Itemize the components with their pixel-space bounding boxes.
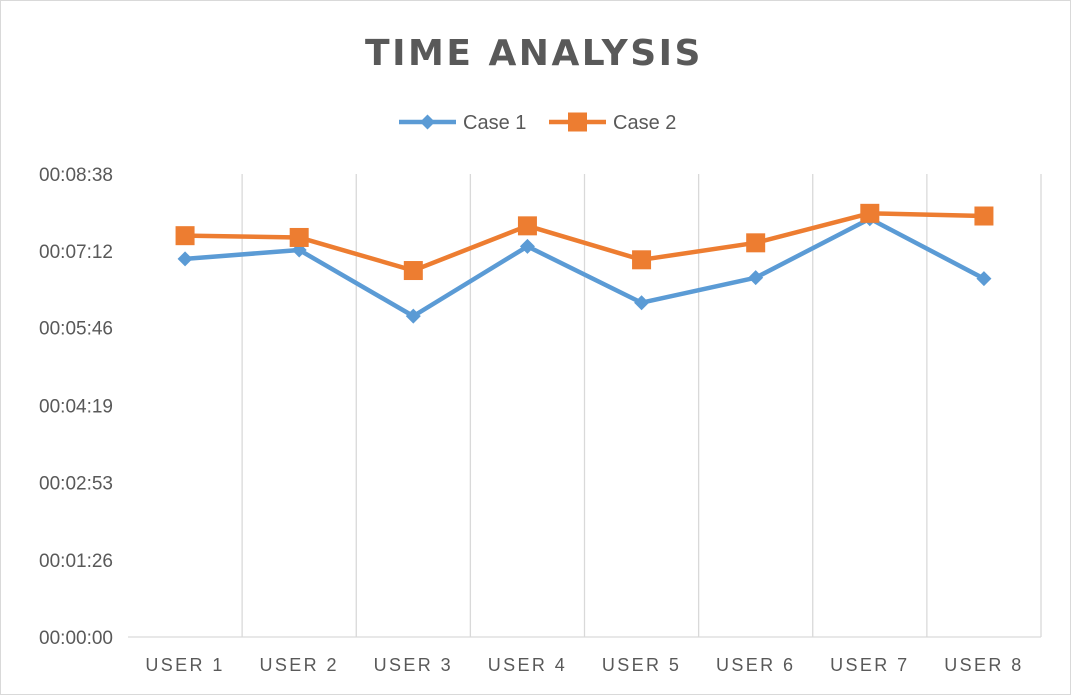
series-line	[184, 216, 985, 319]
y-axis-ticks: 00:00:00 00:01:26 00:02:53 00:04:19 00:05:46…	[39, 165, 113, 649]
data-point	[519, 238, 535, 254]
data-point	[976, 271, 992, 287]
data-point	[177, 251, 193, 267]
data-point	[175, 226, 195, 246]
y-tick-label: 00:05:46	[39, 319, 113, 340]
data-point	[403, 261, 423, 281]
y-tick-label: 00:01:26	[39, 551, 113, 572]
data-point	[634, 295, 650, 311]
x-tick-label: USER 6	[716, 655, 795, 675]
x-tick-label: USER 1	[145, 655, 224, 675]
series-line	[185, 211, 984, 273]
series-2	[175, 203, 994, 281]
data-point	[860, 203, 880, 223]
x-tick-label: USER 5	[602, 655, 681, 675]
legend-item: Case 1	[399, 112, 526, 134]
chart-title: TIME ANALYSIS	[365, 33, 703, 74]
y-tick-label: 00:04:19	[39, 397, 113, 418]
legend: Case 1 Case 2	[399, 112, 676, 134]
data-point	[289, 227, 309, 247]
x-tick-label: USER 4	[488, 655, 567, 675]
legend-marker	[420, 114, 435, 130]
data-point	[748, 270, 764, 286]
y-tick-label: 00:00:00	[39, 628, 113, 649]
x-tick-label: USER 2	[259, 655, 338, 675]
y-tick-label: 00:07:12	[39, 242, 113, 263]
legend-label: Case 2	[613, 112, 676, 134]
data-point	[517, 216, 537, 236]
legend-label: Case 1	[463, 112, 526, 134]
data-point	[746, 233, 766, 253]
data-point	[405, 308, 421, 324]
legend-marker	[568, 112, 587, 132]
legend-item: Case 2	[549, 112, 676, 134]
x-tick-label: USER 3	[374, 655, 453, 675]
data-point	[974, 206, 994, 226]
data-point	[632, 250, 652, 270]
x-tick-label: USER 8	[944, 655, 1023, 675]
y-tick-label: 00:08:38	[39, 165, 113, 186]
series-group	[175, 203, 994, 324]
x-tick-label: USER 7	[830, 655, 909, 675]
x-axis-ticks: USER 1 USER 2 USER 3 USER 4 USER 5 USER 6 USER…	[145, 655, 1023, 675]
y-tick-label: 00:02:53	[39, 473, 113, 494]
